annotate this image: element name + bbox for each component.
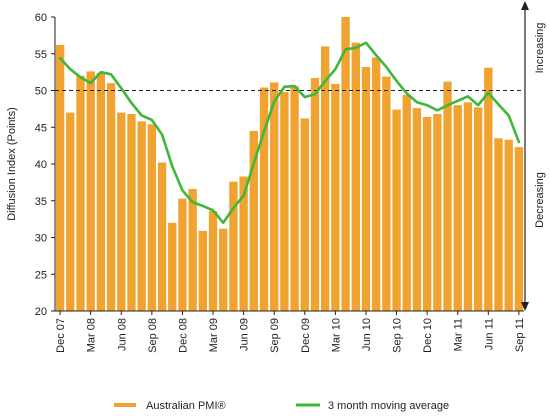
bar-mar-11	[453, 105, 462, 311]
bar-jul-10	[371, 57, 381, 311]
bar-apr-08	[96, 72, 106, 311]
y-tick-label-45: 45	[35, 122, 47, 134]
y-tick-label-20: 20	[35, 306, 47, 318]
x-tick-label-dec-09: Dec 09	[300, 318, 312, 353]
bar-apr-10	[341, 17, 350, 311]
y-axis-title: Diffusion Index (Points)	[6, 107, 18, 221]
arrow-up-icon	[521, 1, 529, 10]
bar-nov-08	[168, 222, 177, 311]
bar-may-08	[106, 83, 116, 312]
bar-sep-10	[392, 109, 401, 311]
bar-apr-09	[219, 228, 228, 311]
bar-jun-11	[484, 67, 493, 311]
bar-sep-11	[514, 147, 524, 311]
y-tick-label-30: 30	[35, 233, 47, 245]
decreasing-label: Decreasing	[534, 172, 546, 228]
bar-jul-11	[494, 138, 503, 311]
direction-arrow	[521, 1, 529, 311]
x-tick-label-sep-11: Sep 11	[514, 318, 526, 352]
bar-jun-08	[117, 112, 126, 311]
bar-dec-10	[422, 116, 432, 312]
bar-jul-09	[249, 130, 258, 311]
moving-average-line	[58, 41, 521, 225]
bar-oct-09	[280, 91, 289, 311]
bar-jun-09	[239, 176, 248, 311]
bar-series	[55, 17, 524, 312]
bar-jun-10	[361, 66, 371, 311]
x-tick-label-jun-09: Jun 09	[239, 318, 251, 351]
bar-oct-10	[402, 94, 411, 311]
bar-dec-07	[55, 44, 65, 312]
x-tick-label-mar-10: Mar 10	[330, 318, 342, 352]
bar-dec-09	[300, 118, 309, 312]
bar-mar-08	[86, 71, 95, 311]
y-tick-label-50: 50	[35, 86, 47, 98]
x-tick-label-sep-10: Sep 10	[392, 318, 404, 353]
bar-may-09	[229, 181, 238, 311]
x-tick-label-jun-10: Jun 10	[361, 318, 373, 351]
y-tick-label-25: 25	[35, 269, 47, 281]
bar-mar-10	[331, 83, 340, 311]
y-tick-label-35: 35	[35, 196, 47, 208]
x-axis-ticks: Dec 07 Mar 08 Jun 08 Sep 08 Dec 08 Mar 09 Jun …	[55, 311, 526, 353]
bar-oct-08	[157, 162, 167, 311]
y-tick-label-40: 40	[35, 159, 47, 171]
x-tick-label-jun-08: Jun 08	[116, 318, 128, 351]
bar-nov-10	[412, 108, 422, 311]
bar-aug-10	[382, 76, 391, 311]
bar-jan-11	[433, 114, 442, 312]
bar-feb-09	[198, 230, 208, 311]
bar-nov-09	[290, 86, 299, 311]
bar-dec-08	[178, 198, 187, 311]
legend: Australian PMI® 3 month moving average	[114, 400, 449, 412]
legend-line-label: 3 month moving average	[328, 400, 449, 412]
bar-aug-11	[504, 139, 513, 311]
x-tick-label-dec-10: Dec 10	[422, 318, 434, 353]
bar-aug-09	[259, 87, 269, 311]
bar-jul-08	[127, 114, 136, 312]
bar-feb-08	[76, 75, 85, 311]
bar-feb-11	[443, 81, 452, 312]
bar-apr-11	[463, 102, 473, 311]
x-tick-label-dec-08: Dec 08	[177, 318, 189, 353]
bar-aug-08	[137, 121, 146, 312]
x-tick-label-mar-11: Mar 11	[453, 318, 465, 351]
bar-jan-10	[310, 78, 320, 311]
bar-feb-10	[321, 46, 330, 312]
bar-sep-09	[270, 82, 279, 311]
bar-mar-09	[208, 211, 218, 311]
y-axis-ticks: 20 25 30 35 40 45 50 55 60	[35, 12, 55, 318]
x-tick-label-jun-11: Jun 11	[483, 318, 495, 350]
increasing-label: Increasing	[534, 23, 546, 74]
y-tick-label-60: 60	[35, 12, 47, 24]
x-tick-label-mar-08: Mar 08	[86, 318, 98, 352]
arrow-down-icon	[521, 302, 529, 311]
legend-bar-label: Australian PMI®	[146, 400, 226, 412]
bar-may-11	[473, 107, 483, 312]
bar-may-10	[351, 42, 360, 311]
x-tick-label-sep-08: Sep 08	[147, 318, 159, 353]
bar-jan-08	[66, 112, 75, 311]
x-tick-label-sep-09: Sep 09	[269, 318, 281, 353]
x-tick-label-dec-07: Dec 07	[55, 318, 67, 353]
x-tick-label-mar-09: Mar 09	[208, 318, 220, 352]
bar-sep-08	[147, 124, 157, 311]
y-tick-label-55: 55	[35, 49, 47, 61]
bar-jan-09	[188, 188, 197, 311]
